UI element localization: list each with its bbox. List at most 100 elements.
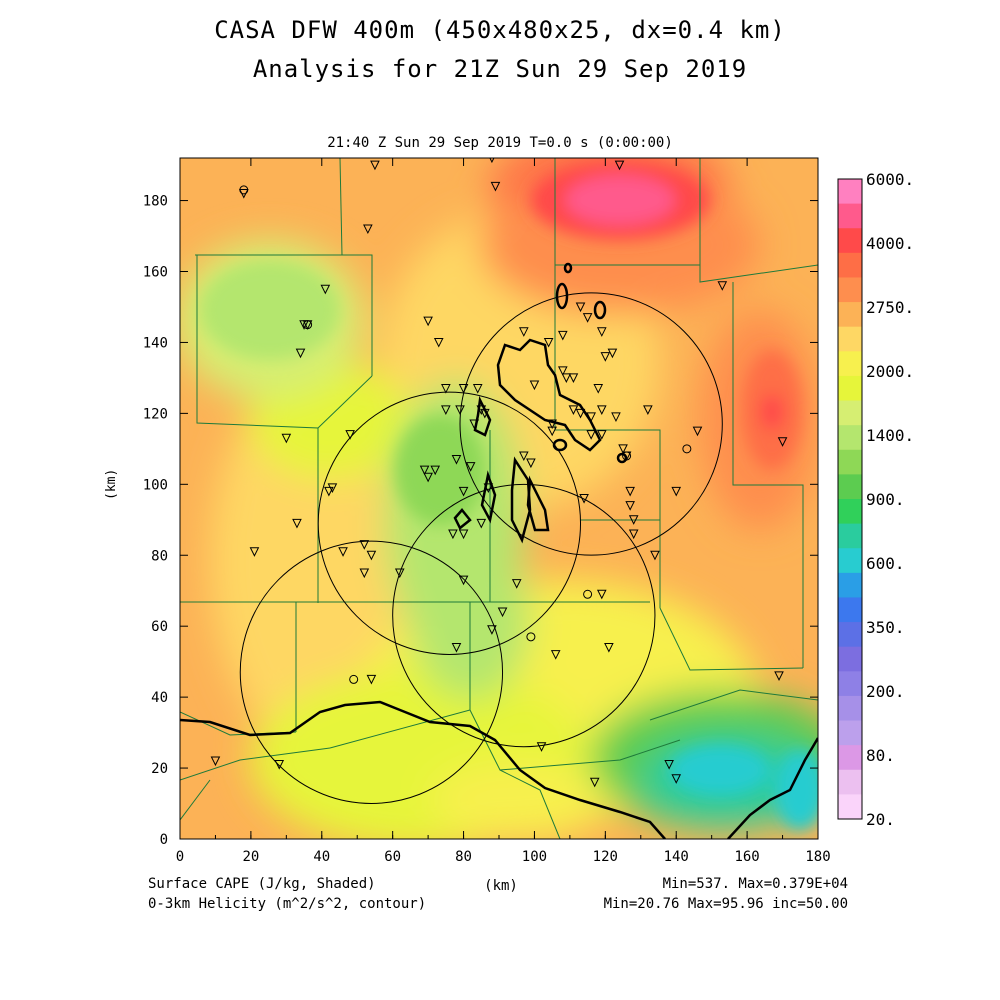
colorbar-swatch <box>838 400 862 426</box>
station-marker <box>536 742 547 752</box>
colorbar-swatch <box>838 179 862 205</box>
footer-contour-field: 0-3km Helicity (m^2/s^2, contour) <box>148 896 427 912</box>
station-marker <box>593 384 604 394</box>
station-marker <box>338 547 348 557</box>
colorbar-swatch <box>838 449 862 475</box>
footer-shaded-field: Surface CAPE (J/kg, Shaded) <box>148 876 376 892</box>
station-marker <box>359 540 370 550</box>
station-marker <box>596 589 607 600</box>
station-marker <box>547 426 557 437</box>
radar-ring <box>317 391 582 655</box>
colorbar-label: 350. <box>866 618 905 637</box>
station-marker <box>774 671 784 681</box>
colorbar-label: 900. <box>866 490 905 509</box>
x-tick-label: 160 <box>734 849 759 865</box>
station-marker <box>490 181 501 192</box>
county-lines <box>180 158 818 839</box>
station-marker <box>586 412 596 423</box>
station-marker <box>596 405 607 415</box>
station-marker <box>281 433 292 444</box>
station-marker <box>487 625 497 635</box>
station-marker <box>370 160 380 171</box>
colorbar-swatch <box>838 277 862 303</box>
station-marker <box>441 405 451 415</box>
station-marker <box>557 366 568 376</box>
station-marker <box>717 281 728 291</box>
station-marker <box>441 384 451 394</box>
state-boundary <box>180 700 818 839</box>
station-marker <box>210 756 221 767</box>
station-marker <box>664 760 674 770</box>
station-marker <box>423 316 433 327</box>
colorbar-label: 200. <box>866 682 905 701</box>
x-tick-label: 100 <box>522 849 547 865</box>
colorbar-swatch <box>838 351 862 377</box>
station-marker <box>423 472 433 483</box>
station-marker <box>582 313 593 323</box>
station-marker <box>366 550 377 561</box>
radar-coverage-rings <box>239 292 723 804</box>
station-marker <box>628 529 639 540</box>
y-tick-label: 20 <box>151 761 168 777</box>
y-tick-label: 120 <box>143 406 168 422</box>
station-marker <box>568 373 579 384</box>
y-tick-label: 180 <box>143 194 168 210</box>
plot-subtitle: Analysis for 21Z Sun 29 Sep 2019 <box>252 55 748 83</box>
colorbar-frame <box>837 178 863 820</box>
radar-ring <box>392 483 656 748</box>
station-marker <box>568 405 579 415</box>
x-tick-label: 20 <box>242 849 259 865</box>
station-marker <box>458 575 469 586</box>
colorbar-swatch <box>838 203 862 229</box>
station-marker <box>618 444 628 454</box>
station-marker <box>543 337 554 348</box>
station-marker <box>451 454 462 465</box>
colorbar-label: 1400. <box>866 426 914 445</box>
colorbar-swatch <box>838 499 862 525</box>
x-axis: 0 20 40 60 80 100 120 140 160 180 <box>176 158 831 865</box>
station-marker <box>589 777 600 788</box>
station-marker <box>643 405 653 415</box>
cape-colorbar: 6000. 4000. 2750. 2000. 1400. 900. 600. 350. 200… <box>837 170 914 829</box>
station-marker <box>366 674 377 685</box>
station-marker <box>529 380 540 391</box>
station-marker <box>394 568 405 579</box>
station-marker <box>469 419 479 430</box>
station-marker <box>650 550 660 561</box>
station-circle-marker <box>239 185 249 195</box>
station-marker <box>600 352 611 362</box>
station-marker <box>550 650 561 660</box>
station-marker <box>519 327 529 337</box>
station-marker <box>671 486 682 497</box>
station-marker <box>419 465 430 476</box>
x-tick-label: 120 <box>593 849 618 865</box>
station-marker <box>625 486 635 497</box>
station-marker <box>483 483 494 493</box>
station-markers <box>210 158 788 788</box>
colorbar-swatch <box>838 622 862 648</box>
station-marker <box>579 494 589 504</box>
colorbar-swatch <box>838 375 862 402</box>
helicity-contours <box>453 262 628 544</box>
station-marker <box>458 486 469 497</box>
y-tick-label: 140 <box>143 335 168 351</box>
station-marker <box>519 451 529 462</box>
station-marker <box>671 774 682 784</box>
colorbar-label: 2750. <box>866 298 914 317</box>
colorbar-swatch <box>838 597 862 623</box>
y-tick-label: 160 <box>143 265 168 281</box>
station-marker <box>249 547 260 557</box>
colorbar-swatch <box>838 745 862 771</box>
station-marker <box>476 518 487 529</box>
x-tick-label: 60 <box>384 849 401 865</box>
station-marker <box>451 642 462 653</box>
station-marker <box>292 518 302 529</box>
y-tick-label: 60 <box>151 619 168 635</box>
station-marker <box>526 458 536 469</box>
colorbar-swatch <box>838 646 862 672</box>
radar-ring <box>239 540 504 804</box>
y-tick-label: 100 <box>143 477 168 493</box>
station-marker <box>345 430 355 440</box>
plot-title: CASA DFW 400m (450x480x25, dx=0.4 km) <box>214 16 786 44</box>
